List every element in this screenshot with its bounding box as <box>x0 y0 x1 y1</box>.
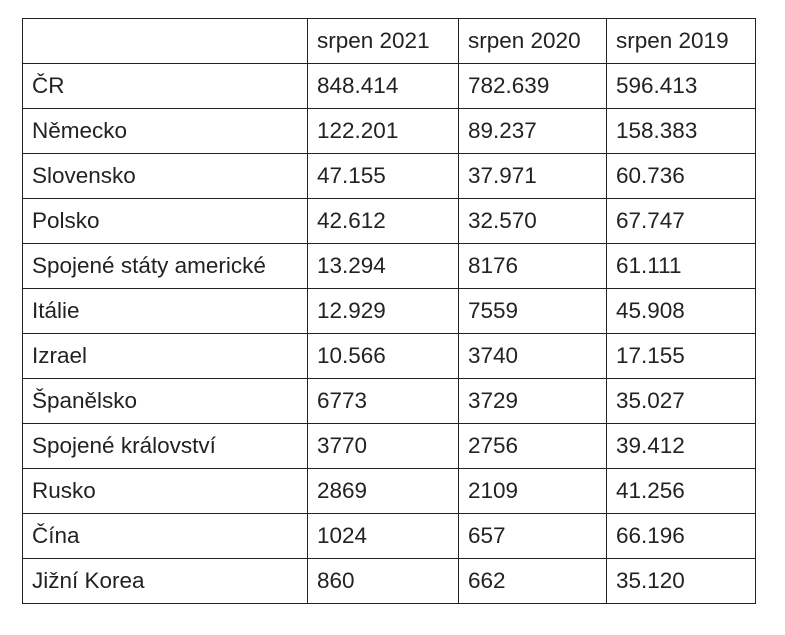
corner-cell <box>22 18 308 64</box>
value-cell: 39.412 <box>606 423 756 469</box>
data-table: srpen 2021 srpen 2020 srpen 2019 ČR 848.414… <box>22 18 756 604</box>
value-cell: 782.639 <box>458 63 607 109</box>
value-cell: 12.929 <box>307 288 459 334</box>
value-cell: 45.908 <box>606 288 756 334</box>
value-cell: 860 <box>307 558 459 604</box>
country-cell: Spojené státy americké <box>22 243 308 289</box>
value-cell: 13.294 <box>307 243 459 289</box>
table-row: Izrael 10.566 3740 17.155 <box>22 333 756 379</box>
country-cell: Spojené království <box>22 423 308 469</box>
table-row: ČR 848.414 782.639 596.413 <box>22 63 756 109</box>
value-cell: 61.111 <box>606 243 756 289</box>
country-cell: Polsko <box>22 198 308 244</box>
table-row: Španělsko 6773 3729 35.027 <box>22 378 756 424</box>
value-cell: 158.383 <box>606 108 756 154</box>
table-row: Spojené státy americké 13.294 8176 61.111 <box>22 243 756 289</box>
country-cell: Španělsko <box>22 378 308 424</box>
value-cell: 10.566 <box>307 333 459 379</box>
value-cell: 47.155 <box>307 153 459 199</box>
value-cell: 8176 <box>458 243 607 289</box>
value-cell: 3740 <box>458 333 607 379</box>
value-cell: 6773 <box>307 378 459 424</box>
value-cell: 3729 <box>458 378 607 424</box>
value-cell: 42.612 <box>307 198 459 244</box>
value-cell: 60.736 <box>606 153 756 199</box>
country-cell: Německo <box>22 108 308 154</box>
country-cell: Rusko <box>22 468 308 514</box>
value-cell: 2756 <box>458 423 607 469</box>
header-cell: srpen 2019 <box>606 18 756 64</box>
value-cell: 89.237 <box>458 108 607 154</box>
table-row: Rusko 2869 2109 41.256 <box>22 468 756 514</box>
value-cell: 3770 <box>307 423 459 469</box>
country-cell: ČR <box>22 63 308 109</box>
value-cell: 41.256 <box>606 468 756 514</box>
value-cell: 2869 <box>307 468 459 514</box>
value-cell: 848.414 <box>307 63 459 109</box>
table-row: Německo 122.201 89.237 158.383 <box>22 108 756 154</box>
country-cell: Čína <box>22 513 308 559</box>
value-cell: 67.747 <box>606 198 756 244</box>
table-body: ČR 848.414 782.639 596.413 Německo 122.201 89.… <box>22 63 756 604</box>
table-row: Spojené království 3770 2756 39.412 <box>22 423 756 469</box>
value-cell: 657 <box>458 513 607 559</box>
value-cell: 35.027 <box>606 378 756 424</box>
country-cell: Jižní Korea <box>22 558 308 604</box>
table-row: Itálie 12.929 7559 45.908 <box>22 288 756 334</box>
value-cell: 35.120 <box>606 558 756 604</box>
table-row: Čína 1024 657 66.196 <box>22 513 756 559</box>
header-cell: srpen 2020 <box>458 18 607 64</box>
value-cell: 37.971 <box>458 153 607 199</box>
value-cell: 7559 <box>458 288 607 334</box>
table-row: Jižní Korea 860 662 35.120 <box>22 558 756 604</box>
value-cell: 122.201 <box>307 108 459 154</box>
value-cell: 32.570 <box>458 198 607 244</box>
value-cell: 1024 <box>307 513 459 559</box>
table-row: Slovensko 47.155 37.971 60.736 <box>22 153 756 199</box>
country-cell: Slovensko <box>22 153 308 199</box>
value-cell: 66.196 <box>606 513 756 559</box>
country-cell: Itálie <box>22 288 308 334</box>
value-cell: 596.413 <box>606 63 756 109</box>
value-cell: 17.155 <box>606 333 756 379</box>
header-cell: srpen 2021 <box>307 18 459 64</box>
value-cell: 2109 <box>458 468 607 514</box>
table-row: Polsko 42.612 32.570 67.747 <box>22 198 756 244</box>
country-cell: Izrael <box>22 333 308 379</box>
value-cell: 662 <box>458 558 607 604</box>
header-row: srpen 2021 srpen 2020 srpen 2019 <box>22 18 756 64</box>
